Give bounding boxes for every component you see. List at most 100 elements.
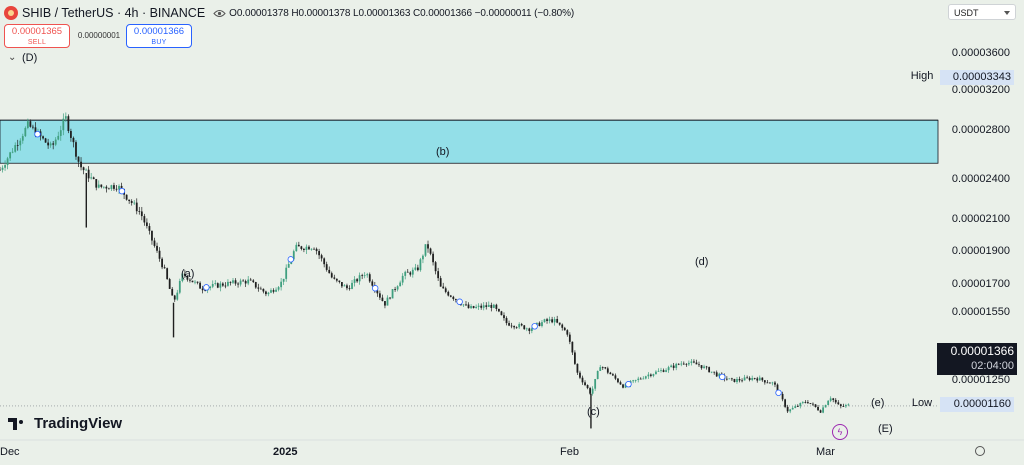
- high-tag: High: [910, 70, 934, 82]
- candle-body: [847, 404, 850, 406]
- symbol-title[interactable]: SHIB / TetherUS · 4h · BINANCE: [22, 6, 206, 20]
- candle-body: [320, 255, 323, 259]
- candle-body: [677, 363, 680, 365]
- collapse-chevron-icon[interactable]: ⌄: [8, 52, 17, 63]
- shib-logo-icon: [4, 6, 18, 20]
- sell-label: SELL: [27, 39, 47, 46]
- candle-body: [257, 287, 260, 289]
- candle-body: [551, 319, 554, 323]
- candle-body: [11, 151, 14, 153]
- candle-body: [178, 280, 181, 293]
- candle-body: [381, 297, 384, 302]
- candle-body: [806, 402, 809, 404]
- candle-body: [305, 246, 308, 250]
- candle-body: [189, 279, 191, 281]
- sell-price: 0.00001365: [11, 26, 63, 37]
- candle-body: [687, 362, 690, 365]
- candle-body: [746, 377, 749, 379]
- candle-body: [254, 282, 257, 288]
- candle-body: [303, 248, 305, 250]
- candle-body: [34, 127, 37, 136]
- candle-body: [110, 185, 113, 190]
- candle-body: [419, 259, 422, 271]
- event-marker: [287, 256, 294, 263]
- candle-body: [652, 374, 655, 376]
- candle-body: [118, 185, 120, 190]
- candle-body: [682, 363, 685, 365]
- event-markers: [34, 130, 782, 396]
- candle-body: [579, 372, 581, 378]
- candle-body: [32, 126, 34, 128]
- candle-body: [356, 279, 358, 282]
- candle-body: [660, 370, 662, 371]
- candle-body: [237, 283, 239, 285]
- wave-label-b: (b): [436, 146, 450, 158]
- candle-body: [308, 246, 310, 250]
- candle-body: [72, 137, 75, 143]
- candle-body: [353, 279, 356, 283]
- candle-body: [105, 186, 108, 189]
- candle-body: [262, 288, 265, 292]
- candle-body: [447, 291, 450, 296]
- event-marker: [531, 323, 538, 330]
- lightning-icon[interactable]: ϟ: [832, 424, 848, 440]
- candle-body: [639, 378, 642, 380]
- candle-body: [214, 283, 217, 284]
- candle-body: [130, 201, 133, 203]
- price-axis-label: 0.00002100: [951, 213, 1010, 225]
- candle-body: [839, 404, 842, 407]
- time-axis-label: Mar: [816, 446, 835, 458]
- candle-body: [227, 281, 229, 286]
- candle-body: [323, 258, 326, 265]
- candle-body: [163, 267, 166, 269]
- candle-body: [59, 130, 62, 136]
- candle-body: [270, 290, 272, 293]
- candle-body: [191, 280, 194, 283]
- candle-body: [470, 306, 472, 309]
- candle-body: [756, 378, 759, 381]
- candle-body: [454, 299, 457, 300]
- candle-body: [47, 142, 50, 146]
- candle-body: [690, 361, 693, 363]
- settings-gear-icon[interactable]: [975, 446, 985, 456]
- buy-button[interactable]: 0.00001366 BUY: [126, 24, 192, 48]
- candle-body: [799, 402, 802, 407]
- candle-body: [247, 279, 250, 284]
- low-tag: Low: [911, 397, 933, 409]
- candle-body: [508, 323, 510, 326]
- candle-body: [713, 371, 716, 373]
- candle-body: [168, 279, 171, 289]
- candle-body: [330, 273, 333, 278]
- candle-body: [300, 246, 303, 249]
- candle-body: [543, 319, 546, 323]
- price-axis-label: 0.00001250: [951, 374, 1010, 386]
- candle-body: [199, 282, 201, 289]
- candle-body: [272, 290, 275, 292]
- candle-body: [171, 288, 174, 296]
- candle-body: [361, 275, 364, 277]
- eye-icon[interactable]: [213, 9, 226, 18]
- candle-body: [604, 367, 607, 369]
- candle-body: [672, 365, 675, 368]
- tradingview-logo[interactable]: TradingView: [8, 415, 122, 432]
- candle-body: [606, 368, 609, 373]
- price-axis-label: 0.00001700: [951, 278, 1010, 290]
- candle-body: [781, 393, 784, 400]
- candle-body: [82, 167, 85, 171]
- candle-body: [378, 293, 381, 298]
- candle-body: [176, 292, 179, 300]
- candle-body: [753, 378, 756, 379]
- candle-body: [346, 285, 348, 289]
- candle-body: [414, 267, 417, 270]
- candle-body: [87, 169, 90, 179]
- candle-body: [834, 399, 837, 403]
- candle-body: [173, 295, 176, 300]
- sell-button[interactable]: 0.00001365 SELL: [4, 24, 70, 48]
- candle-body: [761, 377, 764, 381]
- candle-body: [574, 352, 576, 364]
- currency-selector[interactable]: USDT: [948, 4, 1016, 20]
- low-value: 0.00001160: [940, 397, 1014, 412]
- candle-body: [151, 230, 153, 241]
- candle-body: [751, 378, 754, 380]
